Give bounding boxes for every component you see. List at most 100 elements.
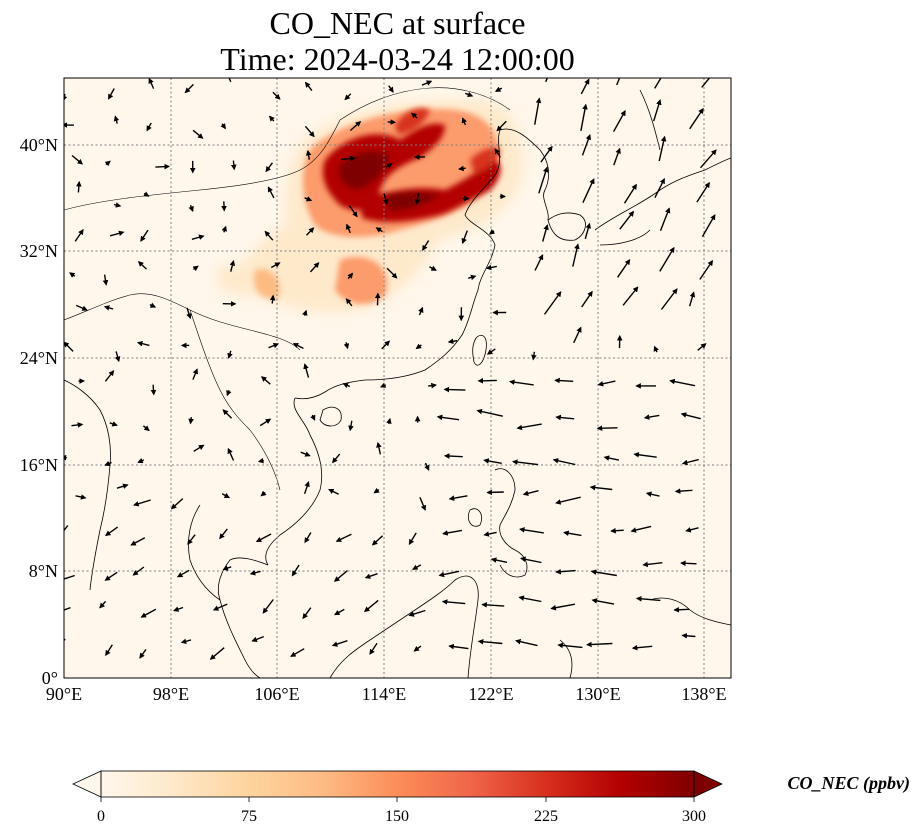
wind-arrow — [130, 537, 146, 546]
wind-arrow — [464, 91, 474, 98]
wind-arrow — [64, 341, 74, 352]
wind-arrow — [104, 526, 119, 537]
wind-arrow — [184, 83, 194, 94]
wind-arrow — [102, 274, 109, 286]
wind-arrow — [227, 350, 233, 359]
wind-arrow — [155, 163, 171, 170]
wind-arrow — [654, 177, 665, 199]
x-tick-label: 122°E — [468, 684, 513, 704]
wind-arrow — [613, 147, 621, 166]
wind-arrow — [554, 377, 574, 384]
wind-arrow — [669, 378, 696, 387]
wind-arrow — [226, 390, 232, 397]
wind-arrow — [522, 490, 539, 497]
wind-arrow — [187, 534, 196, 545]
wind-arrow — [113, 202, 122, 208]
wind-arrow — [680, 412, 701, 420]
wind-arrow — [300, 451, 311, 457]
wind-arrow — [557, 642, 583, 649]
wind-arrow — [419, 497, 427, 511]
wind-arrow — [99, 600, 107, 609]
wind-arrow — [653, 99, 662, 122]
wind-arrow — [410, 112, 418, 119]
wind-arrow — [563, 530, 582, 537]
colorbar-tick-label: 150 — [385, 808, 409, 825]
wind-arrow — [302, 309, 308, 316]
wind-arrow — [146, 122, 152, 132]
wind-arrow — [173, 606, 184, 612]
wind-arrow — [348, 205, 358, 218]
colorbar-max-extend — [693, 770, 723, 798]
wind-arrow — [555, 568, 576, 575]
wind-arrow — [143, 191, 150, 197]
wind-arrow — [447, 338, 458, 345]
wind-arrow — [304, 532, 312, 544]
wind-arrow — [673, 606, 690, 613]
wind-arrow — [342, 382, 351, 389]
wind-arrow — [137, 457, 145, 464]
wind-arrow — [458, 165, 466, 172]
wind-arrow — [132, 566, 145, 576]
wind-arrow — [642, 561, 663, 568]
wind-arrow — [619, 210, 635, 230]
wind-arrow — [476, 408, 503, 417]
wind-arrow — [373, 487, 380, 494]
wind-arrow — [461, 230, 468, 245]
wind-arrow — [680, 560, 697, 567]
wind-arrow — [136, 340, 150, 347]
wind-arrow — [441, 599, 466, 605]
wind-arrow — [305, 149, 312, 160]
wind-arrow — [631, 644, 653, 651]
wind-arrow — [310, 414, 316, 421]
wind-arrow — [489, 229, 496, 235]
wind-arrow — [485, 264, 497, 271]
wind-arrow — [555, 414, 575, 421]
wind-arrow — [249, 570, 261, 576]
wind-arrow — [468, 274, 477, 281]
wind-arrow — [386, 417, 392, 425]
wind-arrow — [573, 326, 582, 344]
wind-arrow — [227, 447, 235, 461]
y-tick-label: 0° — [42, 668, 58, 688]
wind-arrow — [291, 564, 300, 577]
wind-arrow — [304, 81, 313, 92]
wind-arrow — [586, 641, 613, 648]
wind-arrow — [230, 160, 237, 171]
wind-arrow — [109, 421, 118, 427]
wind-arrow — [555, 496, 581, 505]
colorbar: 0 75 150 225 300 CO_NEC (ppbv) — [72, 770, 910, 825]
wind-arrow — [580, 78, 590, 95]
wind-arrow — [534, 254, 544, 271]
wind-arrow — [421, 80, 433, 86]
wind-arrow — [192, 129, 204, 139]
wind-arrow — [219, 528, 228, 540]
wind-arrow — [222, 409, 233, 419]
wind-arrow — [345, 298, 353, 307]
wind-arrow — [270, 262, 281, 269]
y-tick-label: 8°N — [29, 561, 58, 581]
wind-arrow — [348, 420, 354, 432]
wind-arrow — [133, 499, 151, 507]
wind-arrow — [581, 290, 593, 308]
wind-arrow — [328, 488, 340, 495]
wind-arrow — [617, 258, 631, 278]
x-tick-label: 130°E — [575, 684, 620, 704]
wind-arrow — [477, 638, 503, 645]
wind-arrow — [333, 570, 348, 582]
wind-arrow — [64, 606, 71, 613]
map-title: CO_NEC at surface — [269, 5, 526, 41]
wind-arrow — [64, 525, 69, 537]
wind-arrow — [688, 291, 696, 307]
wind-arrow — [255, 533, 272, 543]
wind-arrow — [343, 342, 350, 350]
wind-arrow — [612, 110, 626, 132]
wind-arrow — [381, 340, 391, 350]
colorbar-min-extend — [72, 770, 102, 798]
wind-arrow — [71, 154, 84, 165]
x-tick-label: 138°E — [681, 684, 726, 704]
wind-arrow — [149, 302, 157, 308]
wind-arrow — [272, 91, 281, 100]
wind-arrow — [438, 570, 460, 578]
wind-arrow — [630, 525, 652, 533]
wind-arrow — [309, 262, 320, 273]
